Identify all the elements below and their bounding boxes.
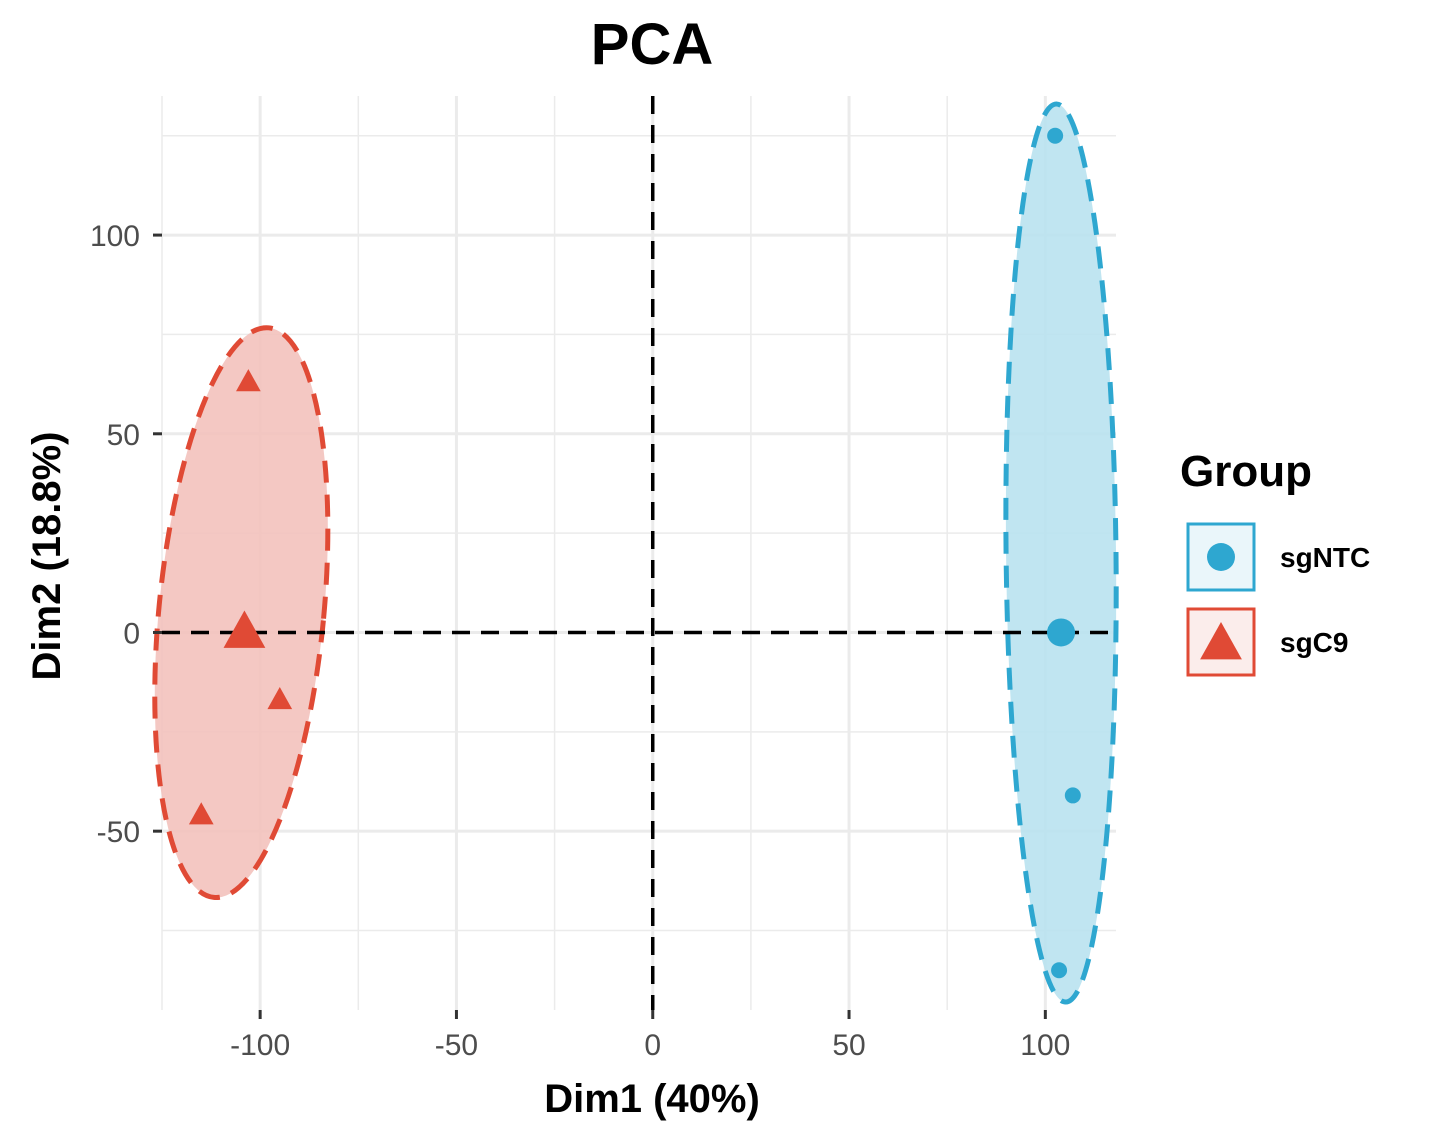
ellipse-sgC9: [152, 325, 331, 901]
legend-title: Group: [1180, 447, 1312, 496]
x-tick-label: -50: [435, 1029, 478, 1062]
grid-minor: [161, 96, 1116, 1010]
legend-label-sgNTC: sgNTC: [1280, 542, 1370, 573]
y-tick-label: 0: [123, 617, 140, 650]
point-sgC9: [267, 687, 293, 710]
data-points: [188, 127, 1081, 979]
y-tick-label: 100: [90, 220, 140, 253]
x-tick-label: 100: [1020, 1029, 1070, 1062]
centroid-sgNTC: [1047, 618, 1076, 647]
centroid-sgC9: [223, 610, 266, 648]
y-tick-label: 50: [107, 419, 140, 452]
y-tick-label: -50: [97, 816, 140, 849]
point-sgNTC: [1064, 787, 1081, 804]
ellipse-sgNTC: [1003, 101, 1119, 1005]
axes: -100 -50 0 50 100 -50 0 50 100: [90, 220, 1070, 1062]
point-sgNTC: [1047, 127, 1064, 144]
legend-key-sgC9: [1186, 607, 1256, 677]
legend-marker-sgC9: [1200, 622, 1242, 660]
x-tick-label: 50: [832, 1029, 865, 1062]
point-sgNTC: [1051, 962, 1068, 979]
x-tick-label: 0: [644, 1029, 661, 1062]
y-axis-title: Dim2 (18.8%): [25, 432, 69, 681]
legend-marker-sgNTC: [1207, 543, 1235, 571]
legend: Group sgNTC sgC9: [1180, 447, 1370, 677]
reference-lines: [162, 96, 1116, 1010]
point-sgC9: [236, 369, 261, 392]
x-axis-title: Dim1 (40%): [544, 1077, 760, 1121]
legend-label-sgC9: sgC9: [1280, 627, 1348, 658]
point-sgC9: [188, 802, 214, 825]
chart-title: PCA: [591, 12, 713, 77]
x-tick-label: -100: [230, 1029, 290, 1062]
confidence-ellipses: [152, 101, 1119, 1005]
